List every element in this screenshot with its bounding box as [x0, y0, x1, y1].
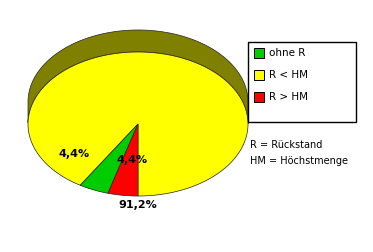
Text: HM = Höchstmenge: HM = Höchstmenge: [250, 156, 348, 166]
Polygon shape: [80, 124, 138, 193]
Text: R < HM: R < HM: [269, 70, 308, 80]
Text: ohne R: ohne R: [269, 48, 305, 58]
Bar: [254, 48, 264, 58]
Text: R = Rückstand: R = Rückstand: [250, 140, 322, 150]
Polygon shape: [28, 30, 248, 124]
Polygon shape: [28, 52, 248, 196]
Bar: [248, 42, 356, 122]
Polygon shape: [108, 124, 138, 196]
Text: 4,4%: 4,4%: [117, 155, 148, 165]
Bar: [254, 70, 264, 80]
Text: R > HM: R > HM: [269, 92, 308, 102]
Text: 91,2%: 91,2%: [119, 200, 157, 210]
Text: 4,4%: 4,4%: [59, 149, 90, 159]
Bar: [254, 92, 264, 102]
